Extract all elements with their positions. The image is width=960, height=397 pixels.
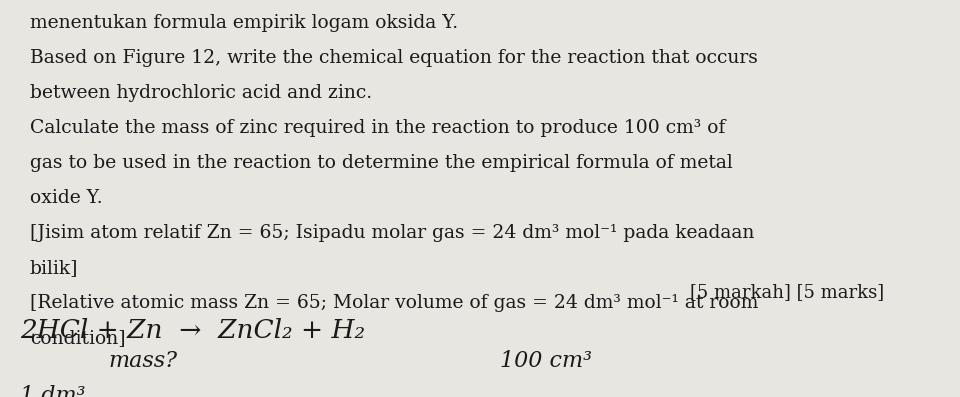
Text: [5 markah] [5 marks]: [5 markah] [5 marks] xyxy=(690,283,884,301)
Text: [Relative atomic mass Zn = 65; Molar volume of gas = 24 dm³ mol⁻¹ at room: [Relative atomic mass Zn = 65; Molar vol… xyxy=(30,294,758,312)
Text: oxide Y.: oxide Y. xyxy=(30,189,103,207)
Text: 100 cm³: 100 cm³ xyxy=(500,350,592,372)
Text: [Jisim atom relatif Zn = 65; Isipadu molar gas = 24 dm³ mol⁻¹ pada keadaan: [Jisim atom relatif Zn = 65; Isipadu mol… xyxy=(30,224,755,242)
Text: gas to be used in the reaction to determine the empirical formula of metal: gas to be used in the reaction to determ… xyxy=(30,154,732,172)
Text: between hydrochloric acid and zinc.: between hydrochloric acid and zinc. xyxy=(30,84,372,102)
Text: mass?: mass? xyxy=(108,350,177,372)
Text: 1 dm³: 1 dm³ xyxy=(20,385,85,397)
Text: 2HCl + Zn  →  ZnCl₂ + H₂: 2HCl + Zn → ZnCl₂ + H₂ xyxy=(20,318,365,343)
Text: condition]: condition] xyxy=(30,329,126,347)
Text: Calculate the mass of zinc required in the reaction to produce 100 cm³ of: Calculate the mass of zinc required in t… xyxy=(30,119,726,137)
Text: Based on Figure 12, write the chemical equation for the reaction that occurs: Based on Figure 12, write the chemical e… xyxy=(30,49,757,67)
Text: bilik]: bilik] xyxy=(30,259,79,277)
Text: menentukan formula empirik logam oksida Y.: menentukan formula empirik logam oksida … xyxy=(30,14,458,32)
